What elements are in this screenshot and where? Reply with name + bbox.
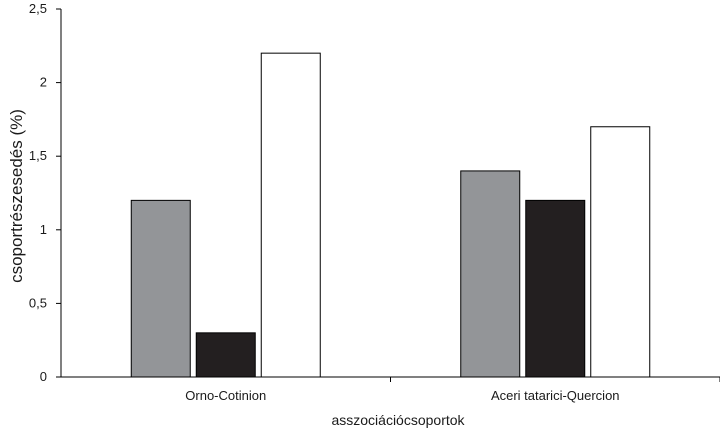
bar [195,332,256,378]
plot-area: 0 0,5 1 1,5 2 2,5 Orno-Cotinion Aceri tatarici-… [29,1,720,403]
bar [260,52,321,378]
y-tick-label: 2,5 [29,1,47,16]
y-tick-label: 1 [40,222,47,237]
y-tick-label: 0,5 [29,295,47,310]
x-tick-label: Orno-Cotinion [185,388,266,403]
y-tick-label: 0 [40,369,47,384]
x-axis-title: asszociációcsoportok [331,412,465,428]
y-tick-label: 1,5 [29,148,47,163]
x-tick-label: Aceri tatarici-Quercion [491,388,620,403]
y-tick-label: 2 [40,75,47,90]
bar [460,170,521,378]
bar [525,199,586,378]
bar [130,199,191,378]
bar [590,126,651,378]
y-axis-title: csoportrészesedés (%) [7,109,26,283]
